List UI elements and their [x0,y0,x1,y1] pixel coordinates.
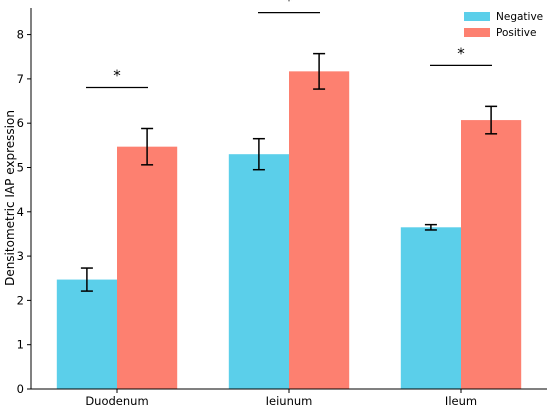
x-tick-label: Ileum [445,394,477,405]
bar-positive [117,146,178,389]
x-tick-label: Duodenum [85,394,148,405]
significance-star: * [285,0,293,10]
y-tick-label: 1 [17,338,24,352]
y-tick-label: 3 [17,249,24,263]
legend-label: Positive [496,27,536,39]
y-axis-ticks: 0 1 2 3 4 5 6 7 8 [17,28,31,396]
error-bars [80,52,498,292]
y-tick-label: 0 [17,382,24,396]
x-axis-ticks: Duodenum Jejunum Ileum [85,389,477,405]
bar-positive [461,120,522,389]
y-tick-label: 7 [17,72,24,86]
y-tick-label: 4 [17,205,24,219]
bar-positive [289,71,350,389]
legend-swatch-negative [464,12,490,21]
legend-label: Negative [496,11,543,23]
legend-swatch-positive [464,28,490,37]
y-tick-label: 5 [17,160,24,174]
bar-negative [56,279,117,389]
significance-star: * [113,67,121,85]
bars [56,71,522,389]
significance-star: * [457,44,465,62]
bar-negative [400,227,461,389]
x-tick-label: Jejunum [265,394,313,405]
y-tick-label: 8 [17,28,24,42]
legend: Negative Positive [464,11,543,39]
bar-negative [228,154,289,389]
y-axis-label: Densitometric IAP expression [3,110,17,286]
y-tick-label: 2 [17,293,24,307]
significance-markers: * * * [86,0,492,89]
y-tick-label: 6 [17,116,24,130]
